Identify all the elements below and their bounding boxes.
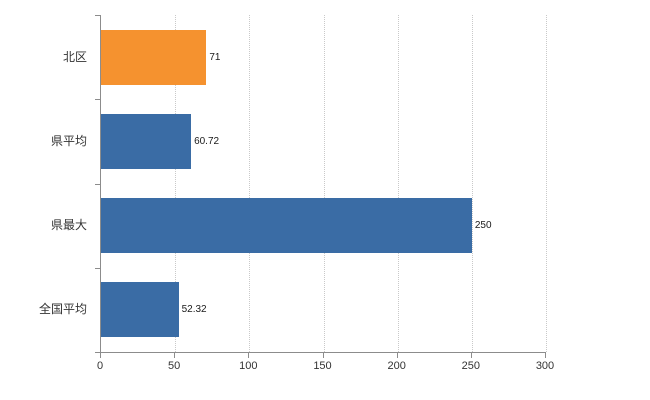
y-axis-tick: [95, 267, 100, 269]
x-axis-tick-label: 50: [168, 360, 181, 372]
category-label: 北区: [62, 49, 87, 64]
gridline: [323, 15, 325, 352]
gridline: [471, 15, 473, 352]
gridline: [546, 15, 547, 352]
gridline: [175, 15, 177, 352]
x-axis-tick-label: 0: [96, 360, 104, 372]
value-label: 60.72: [194, 135, 220, 147]
category-label: 県最大: [50, 218, 87, 233]
x-axis-tick-label: 100: [239, 360, 258, 372]
y-axis-tick: [95, 15, 100, 16]
x-axis-tick-label: 150: [313, 360, 332, 372]
value-label: 250: [474, 220, 492, 232]
value-label: 52.32: [181, 304, 207, 316]
bar-県平均[interactable]: [101, 113, 192, 169]
x-axis-tick: [248, 353, 250, 358]
x-axis-tick: [174, 353, 176, 358]
value-label: 71: [209, 51, 221, 63]
x-axis-tick: [322, 353, 324, 358]
bar-北区[interactable]: [101, 29, 207, 85]
x-axis-tick: [545, 353, 546, 358]
x-axis-tick-label: 200: [387, 360, 406, 372]
y-axis-tick: [95, 99, 100, 101]
category-label: 県平均: [50, 133, 87, 148]
bar-全国平均[interactable]: [101, 282, 179, 338]
plot-area: 71 60.72 250 52.32: [100, 15, 547, 353]
x-axis-tick: [396, 353, 398, 358]
y-axis-tick: [95, 352, 100, 353]
x-axis-tick-label: 300: [535, 360, 555, 372]
gridline: [397, 15, 399, 352]
x-axis-tick-label: 250: [461, 360, 480, 372]
gridline: [249, 15, 251, 352]
y-axis-tick: [95, 183, 100, 185]
bar-県最大[interactable]: [101, 198, 472, 254]
category-label: 全国平均: [38, 302, 87, 317]
x-axis-tick: [470, 353, 472, 358]
x-axis-tick: [100, 353, 101, 358]
